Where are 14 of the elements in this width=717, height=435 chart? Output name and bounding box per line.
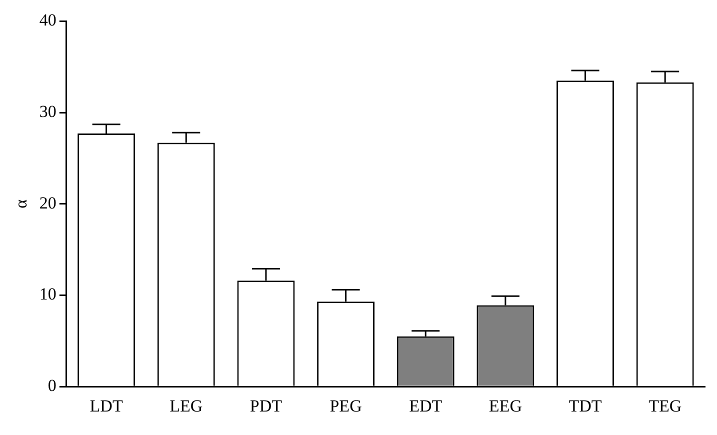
y-tick-label: 20 (39, 193, 56, 212)
y-axis-title: α (12, 199, 31, 208)
x-tick-label: PEG (330, 396, 362, 416)
y-tick-label: 10 (39, 284, 56, 304)
x-tick-label: LDT (90, 396, 124, 416)
y-tick-label: 0 (48, 376, 56, 396)
x-tick-label: EEG (488, 396, 522, 416)
x-tick-label: PDT (250, 396, 283, 416)
x-tick-label: TEG (648, 396, 682, 416)
x-tick-label: LEG (170, 396, 203, 416)
y-tick-label: 40 (39, 10, 56, 30)
y-tick-label: 30 (39, 102, 56, 122)
x-tick-label: TDT (568, 396, 602, 416)
x-tick-label: EDT (409, 396, 443, 416)
